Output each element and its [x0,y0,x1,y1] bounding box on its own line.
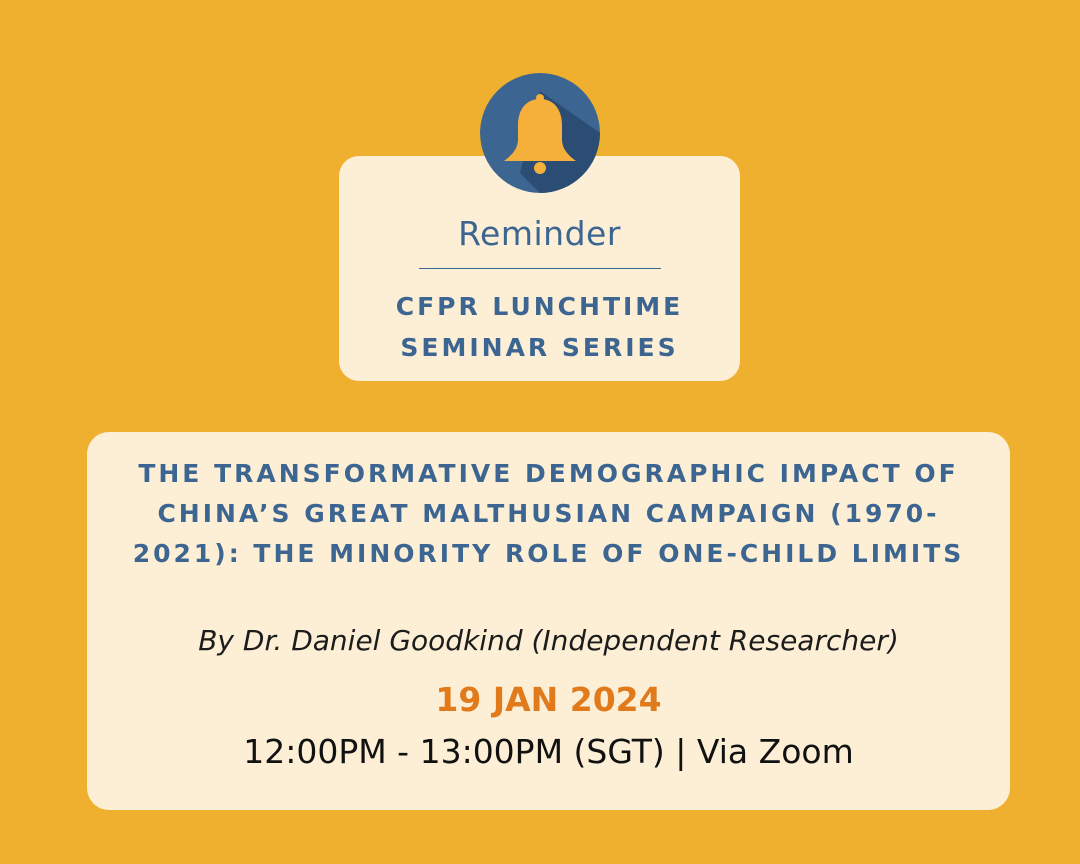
talk-title: THE TRANSFORMATIVE DEMOGRAPHIC IMPACT OF… [132,459,965,568]
reminder-divider [419,268,661,269]
bell-badge [480,73,600,193]
reminder-heading: Reminder [458,214,621,253]
series-title: CFPR LUNCHTIME SEMINAR SERIES [395,292,684,362]
speaker-line: By Dr. Daniel Goodkind (Independent Rese… [198,624,899,657]
bell-icon [480,73,600,193]
event-card: THE TRANSFORMATIVE DEMOGRAPHIC IMPACT OF… [87,432,1010,810]
reminder-card: Reminder CFPR LUNCHTIME SEMINAR SERIES [339,156,740,381]
event-date: 19 JAN 2024 [435,680,662,719]
event-time-venue: 12:00PM - 13:00PM (SGT) | Via Zoom [243,732,854,771]
